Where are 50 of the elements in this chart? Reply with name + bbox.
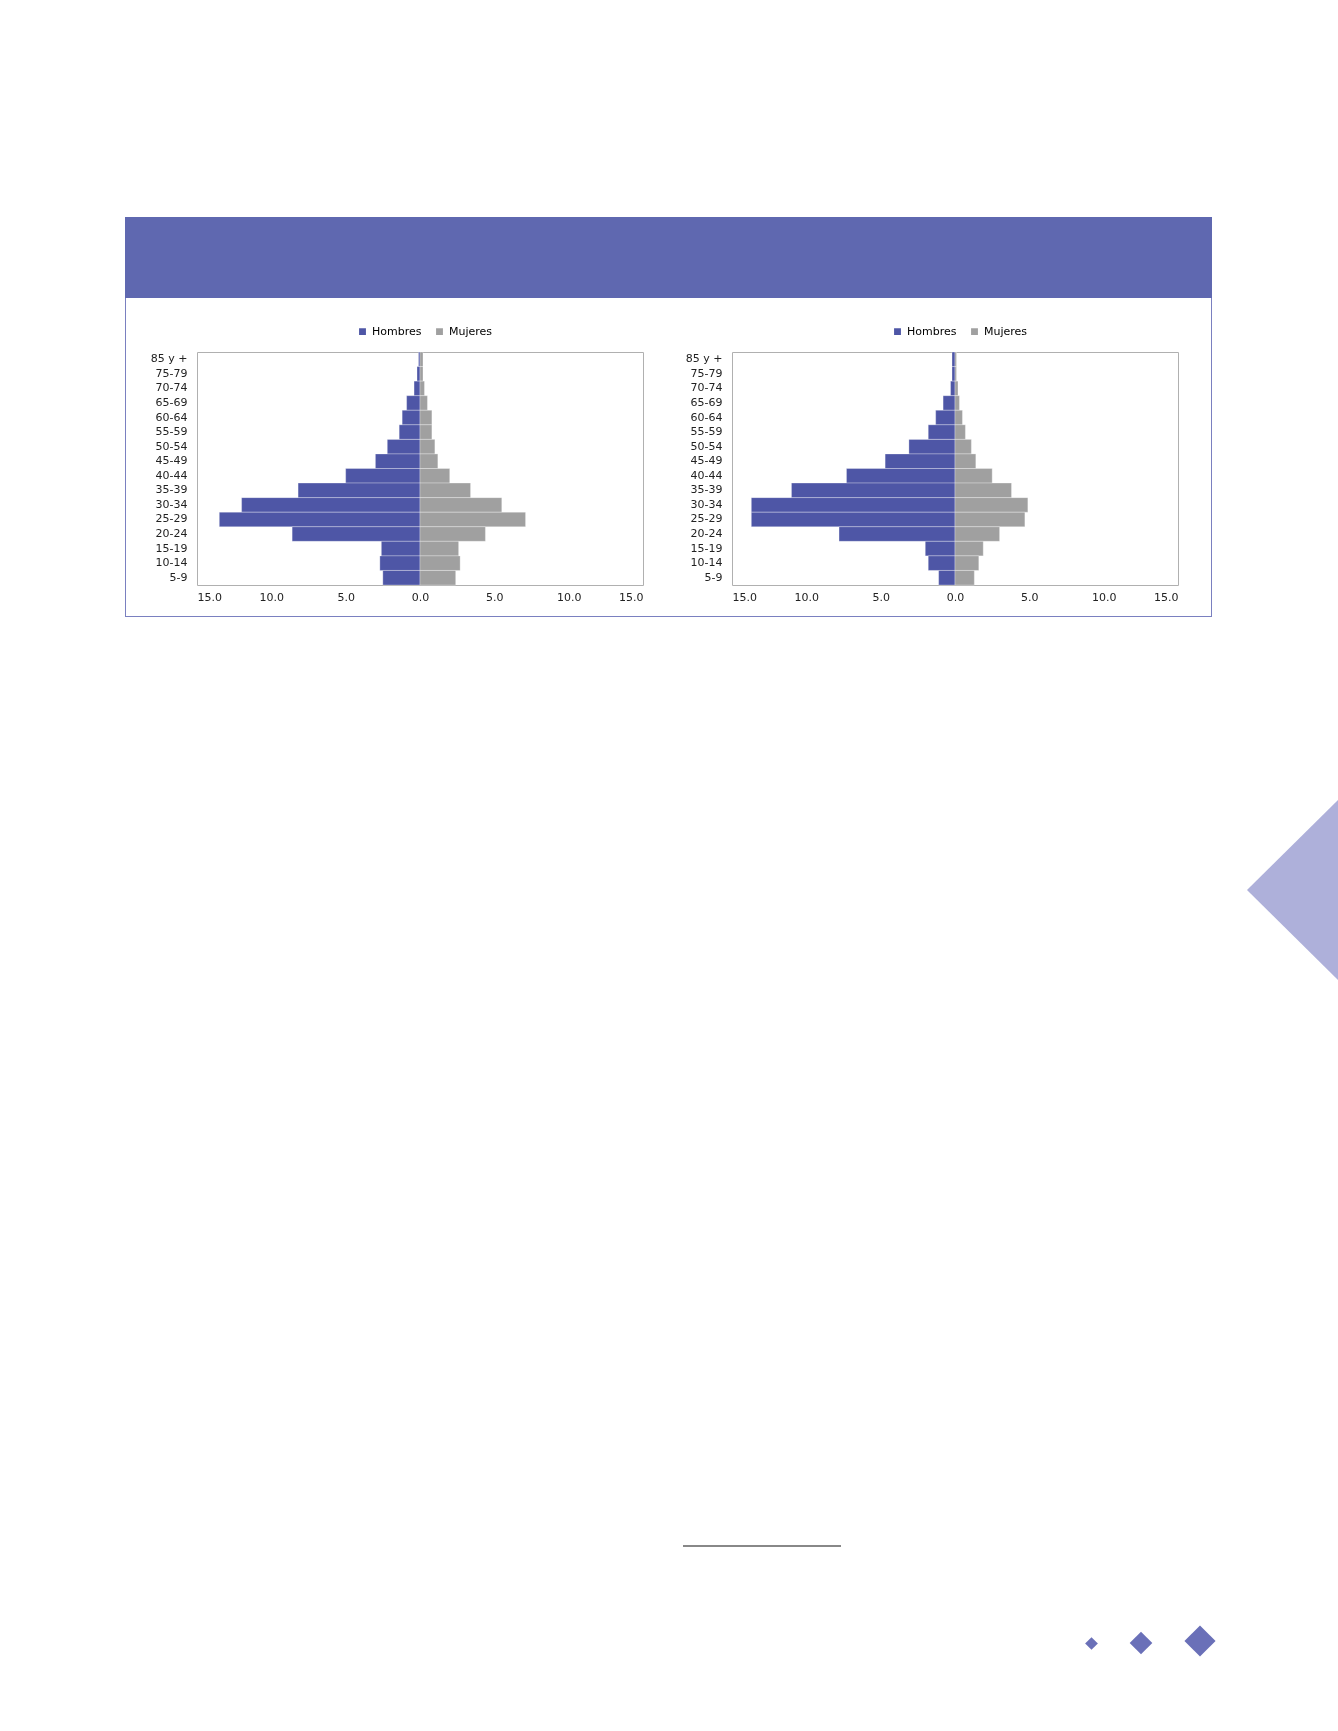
y-tick-label: 40-44 <box>690 468 723 482</box>
y-tick-label: 30-34 <box>690 497 723 511</box>
y-tick-label: 65-69 <box>155 395 188 409</box>
x-tick-label: 10.0 <box>1091 590 1117 604</box>
y-tick-label: 5-9 <box>169 570 188 584</box>
y-tick-label: 20-24 <box>155 527 188 541</box>
x-tick-label: 5.0 <box>337 590 355 604</box>
x-tick-label: 0.0 <box>411 590 430 604</box>
y-tick-label: 15-19 <box>155 541 188 555</box>
y-tick-label: 25-29 <box>690 512 723 526</box>
y-tick-label: 70-74 <box>155 381 188 395</box>
x-tick-label: 0.0 <box>946 590 965 604</box>
y-tick-label: 45-49 <box>690 454 723 468</box>
x-tick-label: 15.0 <box>1154 590 1179 604</box>
legend-label: Mujeres <box>984 324 1028 338</box>
y-tick-label: 10-14 <box>690 556 723 570</box>
y-tick-label: 70-74 <box>690 381 723 395</box>
y-tick-label: 30-34 <box>155 497 188 511</box>
y-tick-label: 75-79 <box>690 366 723 380</box>
y-tick-label: 60-64 <box>155 410 188 424</box>
y-tick-label: 35-39 <box>690 483 723 497</box>
y-tick-label: 50-54 <box>690 439 723 453</box>
y-tick-label: 75-79 <box>155 366 188 380</box>
y-tick-label: 25-29 <box>155 512 188 526</box>
y-tick-label: 85 y + <box>150 352 188 366</box>
y-tick-label: 60-64 <box>690 410 723 424</box>
legend-label: Hombres <box>372 324 422 338</box>
y-tick-label: 5-9 <box>704 570 723 584</box>
y-tick-label: 65-69 <box>690 395 723 409</box>
x-tick-label: 15.0 <box>619 590 644 604</box>
y-tick-label: 20-24 <box>690 527 723 541</box>
x-tick-label: 10.0 <box>794 590 820 604</box>
legend-label: Hombres <box>907 324 957 338</box>
y-tick-label: 55-59 <box>690 425 723 439</box>
y-tick-label: 55-59 <box>155 425 188 439</box>
x-tick-label: 5.0 <box>1021 590 1039 604</box>
x-tick-label: 15.0 <box>197 590 222 604</box>
legend-label: Mujeres <box>449 324 493 338</box>
x-tick-label: 5.0 <box>872 590 890 604</box>
y-tick-label: 85 y + <box>685 352 723 366</box>
x-tick-label: 10.0 <box>259 590 285 604</box>
x-tick-label: 5.0 <box>486 590 504 604</box>
x-tick-label: 15.0 <box>732 590 757 604</box>
y-tick-label: 40-44 <box>155 468 188 482</box>
y-tick-label: 50-54 <box>155 439 188 453</box>
x-tick-label: 10.0 <box>556 590 582 604</box>
y-tick-label: 15-19 <box>690 541 723 555</box>
y-tick-label: 10-14 <box>155 556 188 570</box>
y-tick-label: 35-39 <box>155 483 188 497</box>
y-tick-label: 45-49 <box>155 454 188 468</box>
